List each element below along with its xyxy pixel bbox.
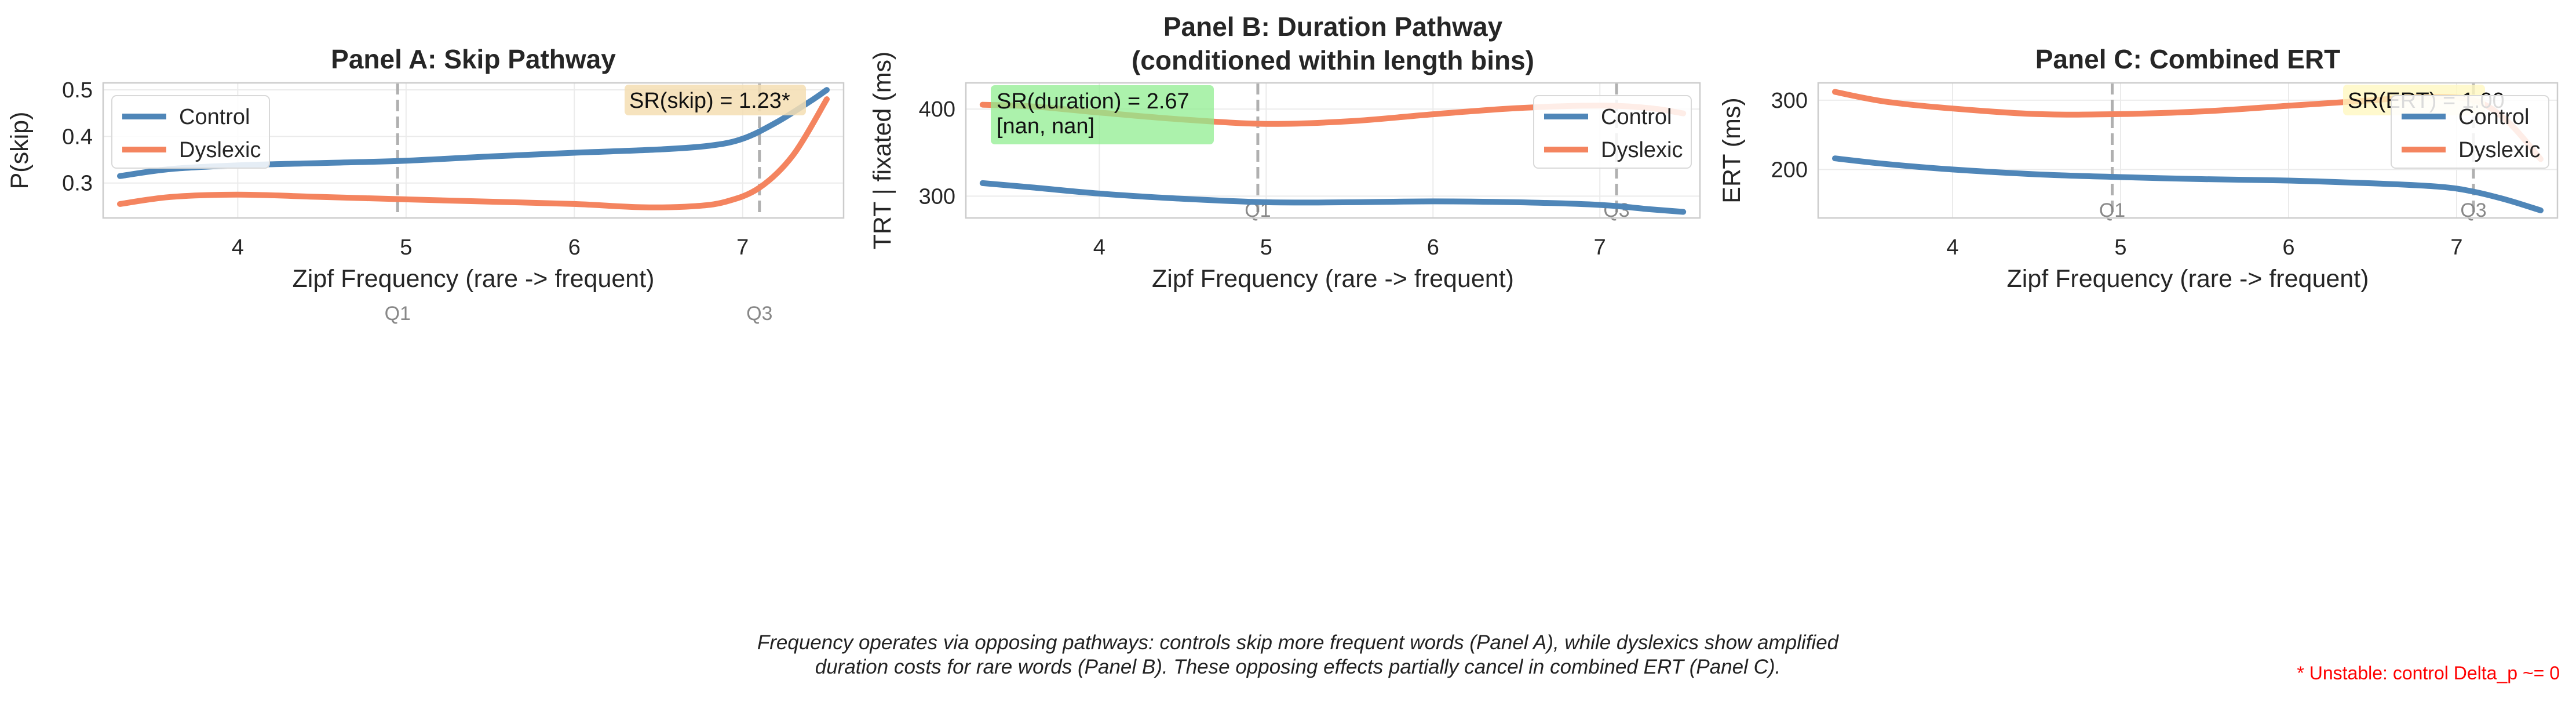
x-axis-label: Zipf Frequency (rare -> frequent) xyxy=(2007,265,2369,293)
quartile-label-q3: Q3 xyxy=(746,303,772,325)
x-tick-label: 5 xyxy=(1260,235,1272,260)
y-axis-label: TRT | fixated (ms) xyxy=(869,52,896,250)
panel-title: Panel B: Duration Pathway xyxy=(1163,12,1503,42)
y-tick-label: 0.5 xyxy=(62,78,93,103)
annotation-box xyxy=(991,85,1214,144)
x-tick-label: 7 xyxy=(736,235,749,260)
panel-a: Q1 Q3 4 5 6 7 0.3 0.4 0.5 Zipf Frequency (rare ->… xyxy=(6,44,845,325)
x-tick-label: 4 xyxy=(1093,235,1105,260)
series-line-control xyxy=(1832,155,2544,213)
y-tick-label: 0.3 xyxy=(62,172,93,196)
annotation-text-ci: [nan, nan] xyxy=(997,114,1094,139)
caption-line-2: duration costs for rare words (Panel B).… xyxy=(815,656,1781,678)
y-tick-label: 0.4 xyxy=(62,125,93,149)
legend-label-control: Control xyxy=(1601,105,1672,129)
y-tick-label: 300 xyxy=(1771,89,1808,113)
plot-frame xyxy=(1817,82,2559,219)
x-tick-label: 7 xyxy=(1594,235,1606,260)
y-tick-label: 200 xyxy=(1771,158,1808,182)
y-tick-label: 300 xyxy=(919,184,955,209)
legend-label-control: Control xyxy=(2458,105,2530,129)
annotation-box xyxy=(625,85,806,115)
legend-label-dyslexic: Dyslexic xyxy=(1601,138,1683,162)
quartile-label-q1: Q1 xyxy=(385,303,411,325)
annotation-text: SR(duration) = 2.67 xyxy=(997,89,1190,114)
legend-label-control: Control xyxy=(179,105,250,129)
plot-frame xyxy=(102,82,845,219)
x-tick-label: 6 xyxy=(2282,235,2294,260)
x-tick-label: 4 xyxy=(1946,235,1958,260)
plot-frame xyxy=(965,82,1701,219)
legend-label-dyslexic: Dyslexic xyxy=(2458,138,2540,162)
panel-title: Panel A: Skip Pathway xyxy=(331,44,616,74)
unstable-footnote: * Unstable: control Delta_p ~= 0 xyxy=(2297,663,2560,683)
x-tick-label: 5 xyxy=(2114,235,2126,260)
x-tick-label: 7 xyxy=(2450,235,2462,260)
panel-subtitle: (conditioned within length bins) xyxy=(1132,45,1534,75)
figure-caption: Frequency operates via opposing pathways… xyxy=(579,631,2016,679)
series-line-dyslexic xyxy=(117,96,830,210)
y-tick-label: 400 xyxy=(919,97,955,122)
y-axis-label: ERT (ms) xyxy=(1718,97,1746,203)
series-line-control xyxy=(979,180,1687,215)
caption-line-1: Frequency operates via opposing pathways… xyxy=(757,631,1839,654)
legend-label-dyslexic: Dyslexic xyxy=(179,138,261,162)
panel-title: Panel C: Combined ERT xyxy=(2035,44,2340,74)
y-axis-label: P(skip) xyxy=(6,112,34,190)
annotation-text: SR(skip) = 1.23* xyxy=(629,89,790,113)
x-tick-label: 6 xyxy=(1427,235,1439,260)
x-axis-label: Zipf Frequency (rare -> frequent) xyxy=(293,265,655,293)
x-tick-label: 6 xyxy=(568,235,581,260)
x-tick-label: 5 xyxy=(400,235,412,260)
x-tick-label: 4 xyxy=(232,235,244,260)
x-axis-label: Zipf Frequency (rare -> frequent) xyxy=(1152,265,1514,293)
